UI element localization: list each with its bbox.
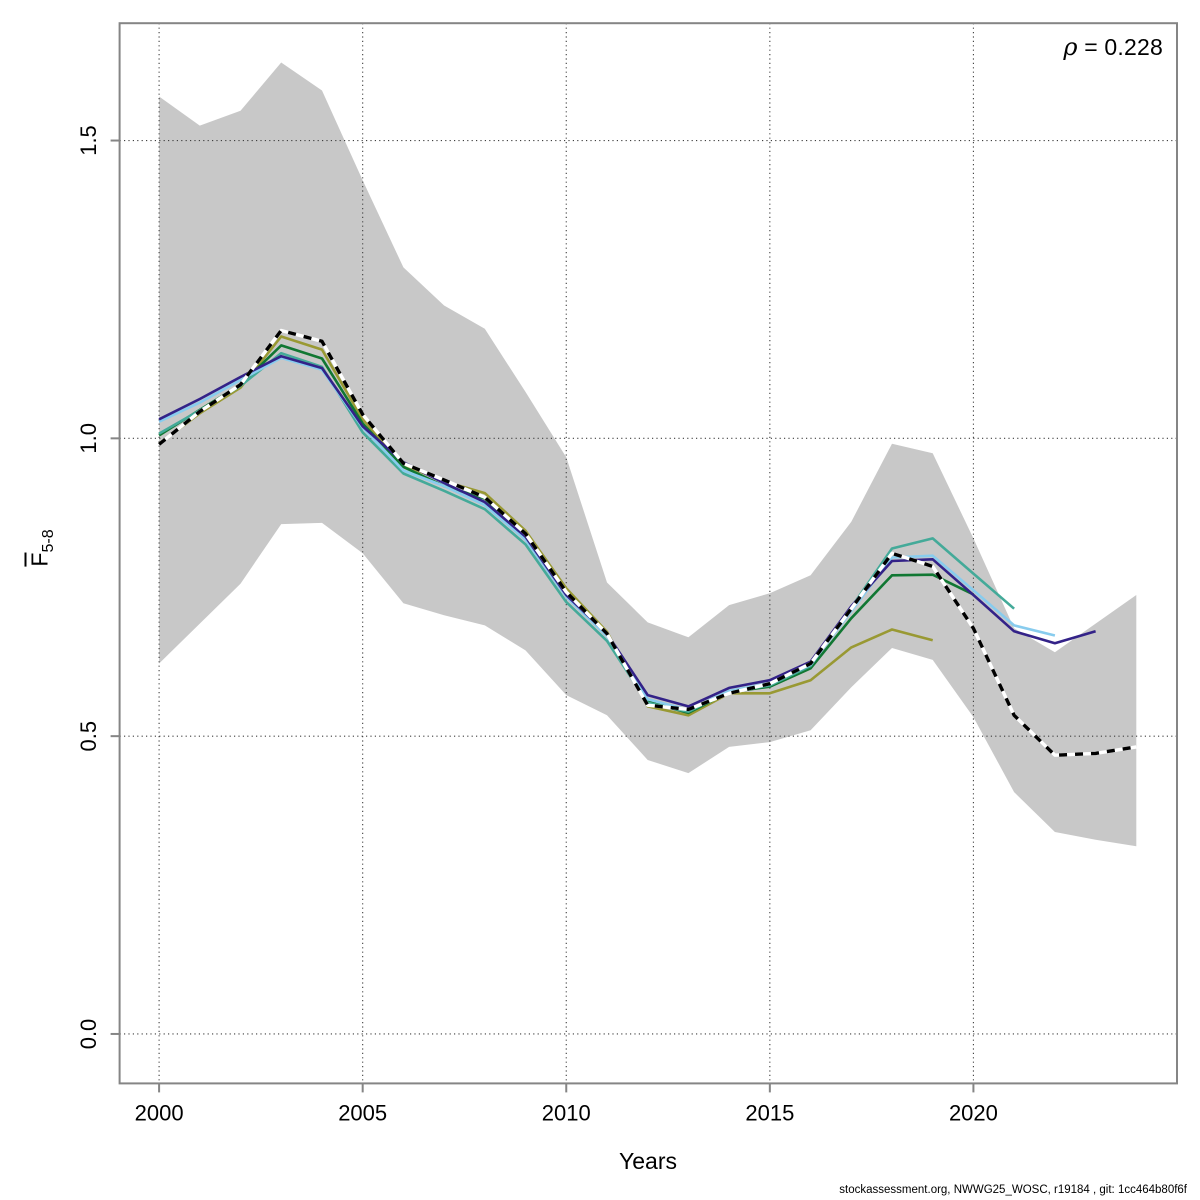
y-tick-label: 0.0 [76, 1019, 101, 1050]
y-axis-title: F5-8 [26, 529, 58, 567]
y-tick-label: 1.0 [76, 423, 101, 454]
retro-line-retro-peel-2019 [158, 335, 934, 717]
x-tick-label: 2015 [745, 1100, 794, 1125]
x-tick-label: 2005 [338, 1100, 387, 1125]
rho-annotation: ρ = 0.228 [1063, 33, 1163, 61]
y-tick-label: 0.5 [76, 721, 101, 752]
retro-line-retro-peel-2023 [158, 354, 1096, 708]
x-tick-label: 2010 [542, 1100, 591, 1125]
plot-frame [118, 22, 1179, 1085]
footer-credit: stockassessment.org, NWWG25_WOSC, r19184… [839, 1184, 1187, 1196]
rho-value: = 0.228 [1077, 34, 1163, 60]
y-axis-title-base: F [26, 552, 53, 567]
y-tick-label: 1.5 [76, 125, 101, 156]
confidence-band [159, 62, 1137, 847]
y-axis-title-sub: 5-8 [40, 529, 58, 553]
base-run-line [158, 328, 1137, 757]
x-tick-label: 2000 [135, 1100, 184, 1125]
x-axis-title: Years [619, 1148, 677, 1174]
retro-line-retro-peel-2021 [158, 351, 1015, 714]
x-tick-label: 2020 [949, 1100, 998, 1125]
rho-symbol: ρ [1063, 33, 1078, 61]
